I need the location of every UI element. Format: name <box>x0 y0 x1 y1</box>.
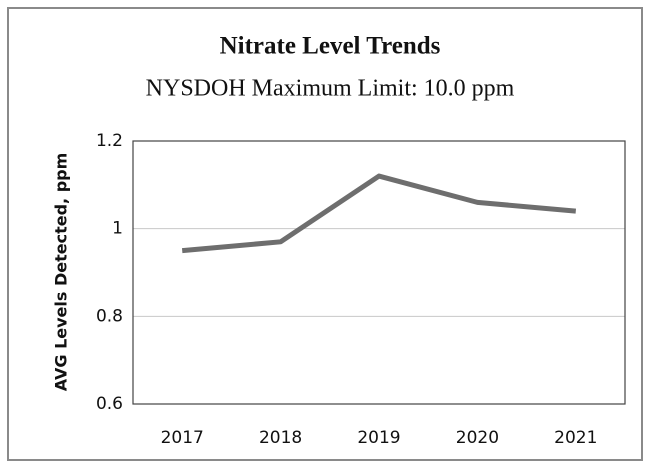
x-tick-label: 2017 <box>161 428 204 448</box>
x-tick-label: 2021 <box>554 428 597 448</box>
chart-title: Nitrate Level Trends <box>220 33 441 60</box>
y-tick-label: 0.8 <box>96 306 123 326</box>
y-tick-label: 1.2 <box>96 131 123 151</box>
y-axis-label: AVG Levels Detected, ppm <box>52 153 71 392</box>
y-tick-label: 1 <box>112 219 123 239</box>
chart-border <box>7 7 643 461</box>
chart-subtitle: NYSDOH Maximum Limit: 10.0 ppm <box>146 76 515 102</box>
plot-frame <box>132 140 626 405</box>
x-tick-label: 2018 <box>259 428 302 448</box>
data-line <box>181 173 577 254</box>
x-tick-label: 2019 <box>357 428 400 448</box>
y-tick-label: 0.6 <box>96 394 123 414</box>
x-tick-label: 2020 <box>456 428 499 448</box>
